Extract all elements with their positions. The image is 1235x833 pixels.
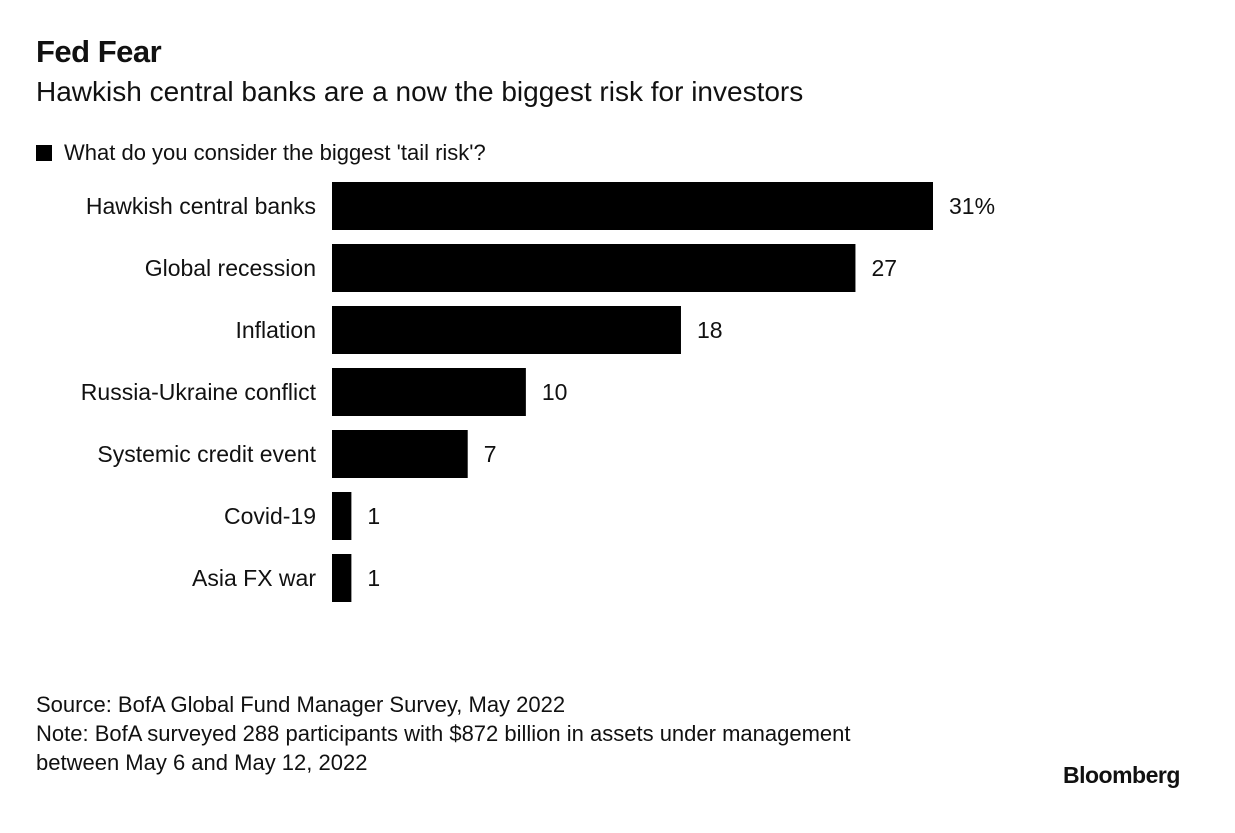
bar [332,554,352,602]
bar [332,368,526,416]
value-label: 31% [949,193,995,219]
bar-chart: Hawkish central banks 31% Global recession… [81,182,995,602]
legend-label: What do you consider the biggest 'tail r… [64,140,486,165]
bar [332,182,933,230]
value-label: 27 [871,255,897,281]
value-label: 1 [367,503,380,529]
bar [332,430,468,478]
bar [332,244,856,292]
category-label: Inflation [235,317,316,343]
category-label: Covid-19 [224,503,316,529]
chart-subtitle: Hawkish central banks are a now the bigg… [36,76,804,107]
chart-title: Fed Fear [36,34,162,69]
category-label: Global recession [145,255,316,281]
value-label: 1 [367,565,380,591]
source-note: Source: BofA Global Fund Manager Survey,… [36,692,566,717]
legend: What do you consider the biggest 'tail r… [36,140,486,166]
category-label: Hawkish central banks [86,193,316,219]
category-label: Systemic credit event [97,441,316,467]
survey-note-line-1: Note: BofA surveyed 288 participants wit… [36,721,851,746]
bar [332,306,681,354]
value-label: 18 [697,317,723,343]
bar [332,492,352,540]
category-label: Asia FX war [192,565,316,591]
value-label: 7 [484,441,497,467]
chart-footer: Source: BofA Global Fund Manager Survey,… [36,690,850,777]
bloomberg-logo: Bloomberg [1063,762,1180,788]
value-label: 10 [542,379,568,405]
survey-note-line-2: between May 6 and May 12, 2022 [36,750,368,775]
legend-swatch [36,145,52,161]
category-label: Russia-Ukraine conflict [81,379,317,405]
